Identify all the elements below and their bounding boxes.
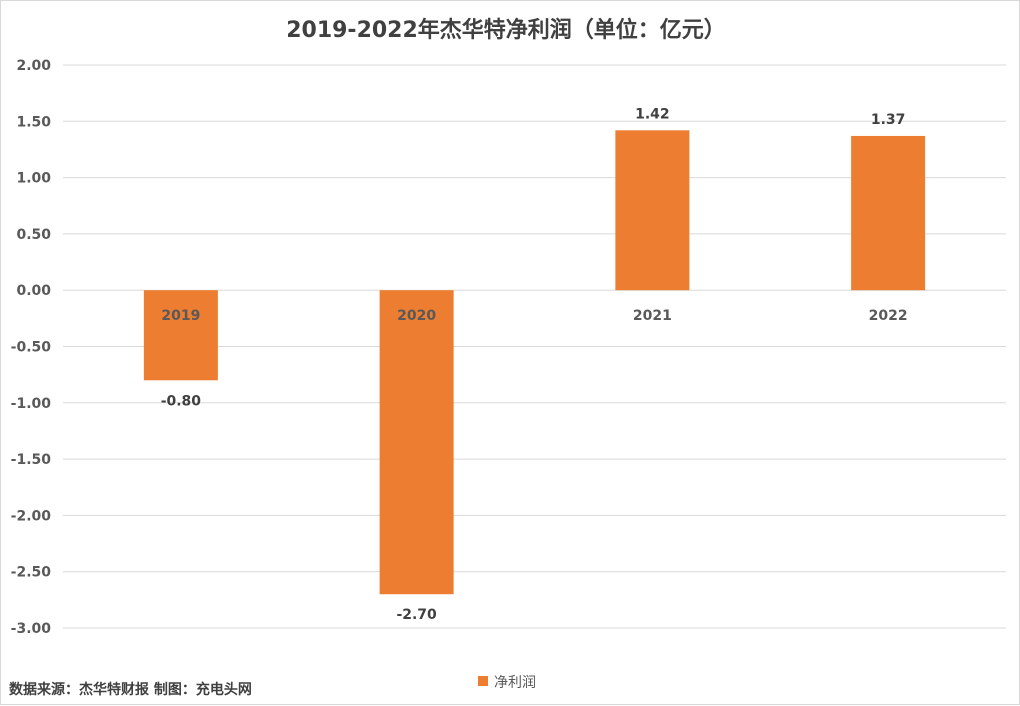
- chart-title: 2019-2022年杰华特净利润（单位：亿元）: [286, 17, 726, 43]
- data-label: -0.80: [161, 393, 202, 409]
- bar-2021: [615, 130, 690, 291]
- data-label: 1.42: [635, 106, 670, 122]
- y-tick-label: 1.00: [16, 171, 51, 187]
- bar-2022: [851, 135, 926, 291]
- bar-2020: [379, 290, 454, 595]
- y-tick-label: -2.00: [11, 508, 52, 524]
- data-labels: -0.80 -2.70 1.42 1.37: [161, 106, 906, 623]
- y-tick-label: -3.00: [11, 621, 52, 637]
- x-category-label: 2022: [869, 308, 908, 324]
- legend-swatch: [478, 676, 488, 686]
- y-tick-label: 2.00: [16, 58, 51, 74]
- y-axis-ticks: 2.00 1.50 1.00 0.50 0.00 -0.50 -1.00 -1.50 -2.00…: [11, 58, 52, 637]
- data-label: -2.70: [396, 607, 437, 623]
- legend-label: 净利润: [494, 675, 536, 691]
- x-category-label: 2021: [633, 308, 672, 324]
- y-tick-label: 0.50: [16, 227, 51, 243]
- source-note: 数据来源：杰华特财报 制图：充电头网: [9, 682, 252, 698]
- y-tick-label: 1.50: [16, 114, 51, 130]
- y-tick-label: -2.50: [11, 565, 52, 581]
- x-category-label: 2020: [397, 308, 436, 324]
- y-tick-label: 0.00: [16, 283, 51, 299]
- y-tick-label: -0.50: [11, 340, 52, 356]
- gridlines: [63, 64, 1006, 629]
- x-category-label: 2019: [161, 308, 200, 324]
- bars: [143, 130, 926, 595]
- legend: 净利润: [478, 675, 536, 691]
- y-tick-label: -1.50: [11, 452, 52, 468]
- y-tick-label: -1.00: [11, 396, 52, 412]
- x-axis-categories: 2019 2020 2021 2022: [161, 308, 907, 324]
- bar-2019: [143, 290, 218, 381]
- data-label: 1.37: [871, 112, 906, 128]
